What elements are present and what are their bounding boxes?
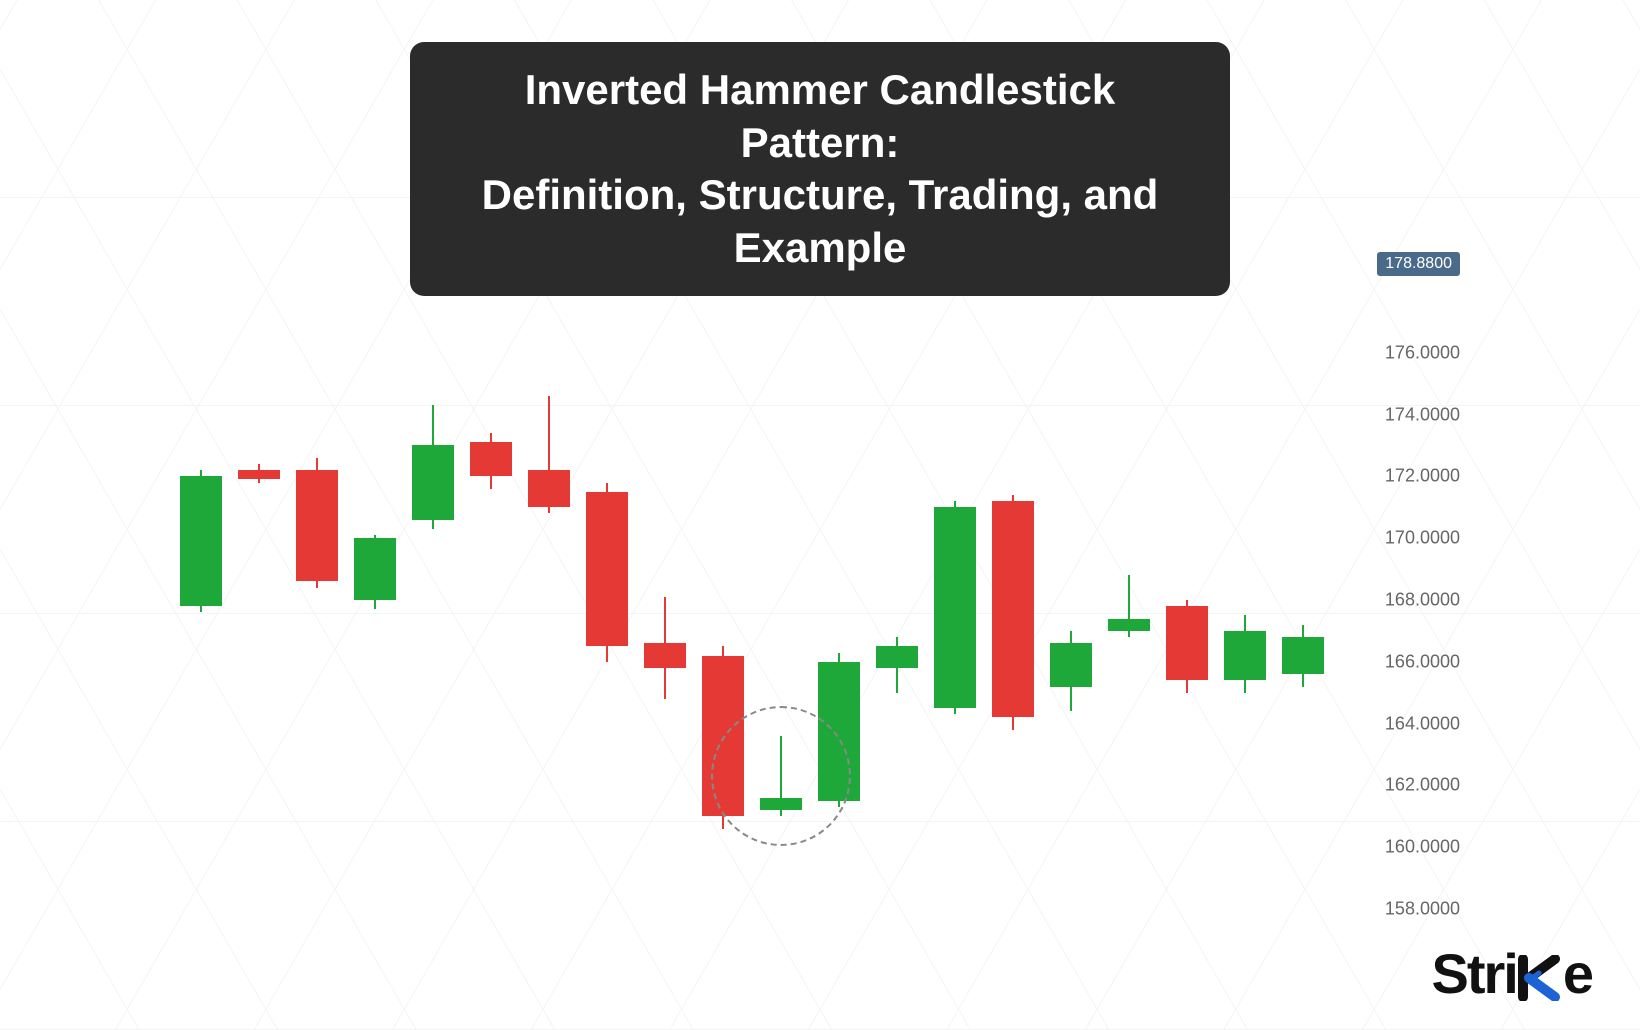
candle-body [238,470,280,479]
y-axis-label: 166.0000 [1385,651,1460,672]
candle-body [1224,631,1266,680]
candle-body [354,538,396,600]
candle-body [412,445,454,519]
strike-logo: Stri e [1431,941,1592,1006]
candle-body [760,798,802,810]
candle-body [992,501,1034,717]
y-axis-label: 164.0000 [1385,713,1460,734]
candle [586,260,628,940]
y-axis-label: 158.0000 [1385,899,1460,920]
candle-body [1050,643,1092,686]
candle [818,260,860,940]
candle [1108,260,1150,940]
candle [992,260,1034,940]
candle-body [586,492,628,647]
candle-body [296,470,338,581]
candle [528,260,570,940]
candle [1224,260,1266,940]
candle [470,260,512,940]
candle-body [1108,619,1150,631]
candle-body [528,470,570,507]
candle [1282,260,1324,940]
candle [238,260,280,940]
logo-text-post: e [1563,942,1592,1005]
candle-body [1282,637,1324,674]
y-axis-label: 176.0000 [1385,342,1460,363]
candlestick-chart: 158.0000 160.0000 162.0000 164.0000 166.0000… [180,260,1460,940]
y-axis-label: 172.0000 [1385,466,1460,487]
y-axis-label: 174.0000 [1385,404,1460,425]
y-axis: 158.0000 160.0000 162.0000 164.0000 166.0000… [1340,260,1460,940]
candle [296,260,338,940]
candle-body [818,662,860,801]
candle-body [470,442,512,476]
y-axis-label: 160.0000 [1385,837,1460,858]
y-axis-label: 168.0000 [1385,590,1460,611]
candle [760,260,802,940]
candle-body [876,646,918,668]
y-axis-label: 162.0000 [1385,775,1460,796]
candle [876,260,918,940]
candle [644,260,686,940]
candle [1166,260,1208,940]
y-axis-label: 170.0000 [1385,528,1460,549]
candle [1050,260,1092,940]
title-banner: Inverted Hammer Candlestick Pattern: Def… [410,42,1230,296]
candle [180,260,222,940]
title-line-1: Inverted Hammer Candlestick Pattern: [458,64,1182,169]
candle-body [1166,606,1208,680]
candle-body [180,476,222,606]
candle-body [644,643,686,668]
candle [934,260,976,940]
current-price-badge: 178.8800 [1377,252,1460,276]
logo-text-pre: Stri [1431,942,1516,1005]
title-line-2: Definition, Structure, Trading, and Exam… [458,169,1182,274]
candle [702,260,744,940]
candle [354,260,396,940]
candle-body [934,507,976,708]
logo-k-icon [1517,955,1563,1001]
candle [412,260,454,940]
candle-body [702,656,744,817]
chart-plot [180,260,1320,940]
